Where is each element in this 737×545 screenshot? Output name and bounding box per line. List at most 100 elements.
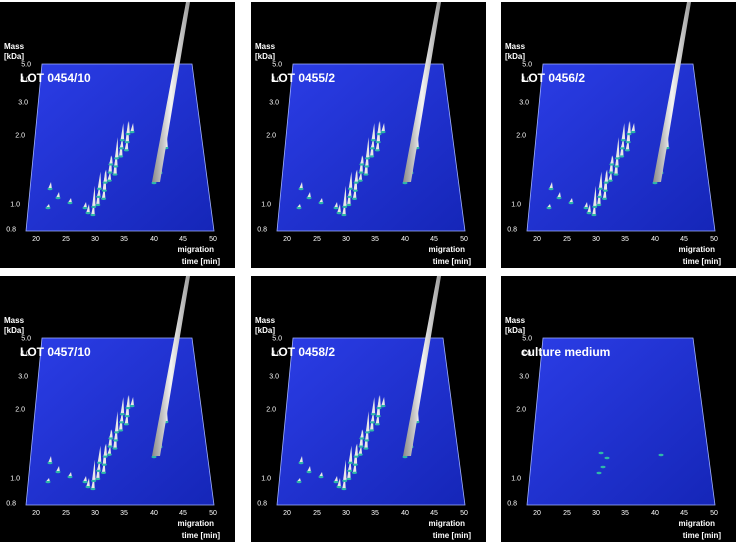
peak-base <box>608 171 614 174</box>
y-axis-title: Mass <box>4 316 25 325</box>
y-axis-title: [kDa] <box>4 52 24 61</box>
peak-base <box>374 148 380 152</box>
peak-base <box>597 187 603 190</box>
x-tick-label: 25 <box>62 510 70 517</box>
y-tick-label: 3.0 <box>269 100 279 107</box>
peak-base <box>151 181 157 185</box>
peak <box>365 411 370 432</box>
x-tick-label: 20 <box>533 236 541 243</box>
peak-base <box>375 414 381 418</box>
peak-base <box>380 130 386 134</box>
y-tick-label: 1.0 <box>10 202 20 209</box>
x-tick-label: 45 <box>680 236 688 243</box>
peak <box>549 182 553 188</box>
peak-base <box>341 213 347 217</box>
peak-base <box>55 470 61 474</box>
x-tick-label: 30 <box>91 236 99 243</box>
peak-base <box>346 477 352 481</box>
peak-base <box>123 148 129 152</box>
peak <box>299 456 303 462</box>
peak-base <box>375 140 381 144</box>
peak <box>377 395 381 407</box>
peak-base <box>113 439 119 442</box>
panel: LOT 0457/10 Mass[kDa]5.0 4.0 3.0 2.0 1.0 0.8 20… <box>0 276 235 542</box>
y-tick-label: 3.0 <box>269 374 279 381</box>
y-axis-title: [kDa] <box>255 326 275 335</box>
y-tick-label: 3.0 <box>18 374 28 381</box>
x-tick-label: 30 <box>342 236 350 243</box>
x-tick-label: 35 <box>621 236 629 243</box>
y-axis-title: [kDa] <box>505 52 525 61</box>
y-tick-label: 4.0 <box>271 77 281 84</box>
y-axis-title: [kDa] <box>505 326 525 335</box>
peak <box>547 204 551 207</box>
x-tick-label: 30 <box>592 236 600 243</box>
peak <box>68 472 72 476</box>
x-axis-title: time [min] <box>683 531 722 540</box>
peak-base <box>296 480 302 484</box>
peak-base <box>298 187 304 191</box>
panel: culture medium Mass[kDa]5.0 4.0 3.0 2.0 1.0 0.… <box>501 276 736 542</box>
peak-base <box>118 429 124 432</box>
peak <box>360 429 364 438</box>
peak-base <box>125 132 131 136</box>
x-axis-title: migration <box>178 245 215 254</box>
peak-base <box>296 206 302 210</box>
peak-base <box>596 203 602 207</box>
peak-base <box>90 487 96 491</box>
peak-base <box>124 414 130 418</box>
peak <box>299 182 303 188</box>
peak <box>130 397 134 406</box>
y-tick-label: 2.0 <box>266 133 276 140</box>
peak-base <box>546 206 552 210</box>
peak-base <box>102 181 108 184</box>
peak-base <box>124 140 130 144</box>
peak <box>354 443 358 456</box>
panel-label: LOT 0454/10 <box>20 71 91 85</box>
peak-base <box>91 479 97 483</box>
x-tick-label: 20 <box>283 236 291 243</box>
x-axis-title: migration <box>429 245 466 254</box>
peak-base <box>67 475 73 479</box>
peak-base <box>118 155 124 158</box>
peak-base <box>101 189 107 192</box>
y-tick-label: 4.0 <box>271 351 281 358</box>
x-tick-label: 30 <box>592 510 600 517</box>
peak <box>48 456 52 462</box>
peak-base <box>333 480 339 484</box>
peak-base <box>47 461 53 465</box>
y-tick-label: 5.0 <box>21 62 31 69</box>
peak <box>348 445 353 462</box>
x-tick-label: 50 <box>710 510 718 517</box>
panel: LOT 0455/2 Mass[kDa]5.0 4.0 3.0 2.0 1.0 0.8 20 2… <box>251 2 486 268</box>
peak <box>615 137 620 158</box>
x-axis-title: migration <box>178 519 215 528</box>
panel-label: LOT 0457/10 <box>20 345 91 359</box>
peak <box>319 198 323 202</box>
peak-base <box>112 447 118 450</box>
peak-base <box>604 456 610 460</box>
y-tick-label: 5.0 <box>272 62 282 69</box>
peak-base <box>370 138 376 142</box>
peak-base <box>118 421 124 424</box>
x-tick-label: 50 <box>710 236 718 243</box>
peak <box>371 397 376 414</box>
y-axis-title: Mass <box>255 316 276 325</box>
peak-base <box>341 487 347 491</box>
spike <box>403 276 441 456</box>
x-axis-title: time [min] <box>433 531 472 540</box>
peak <box>97 171 102 188</box>
peak-base <box>47 187 53 191</box>
peak <box>343 459 347 480</box>
peak-base <box>369 147 375 150</box>
peak-base <box>630 130 636 134</box>
peak-base <box>333 206 339 210</box>
x-tick-label: 50 <box>209 510 217 517</box>
peak-base <box>358 171 364 174</box>
peak <box>377 121 381 133</box>
peak-base <box>614 165 620 168</box>
peak-base <box>358 445 364 448</box>
peak <box>126 121 130 133</box>
peak <box>83 202 87 207</box>
